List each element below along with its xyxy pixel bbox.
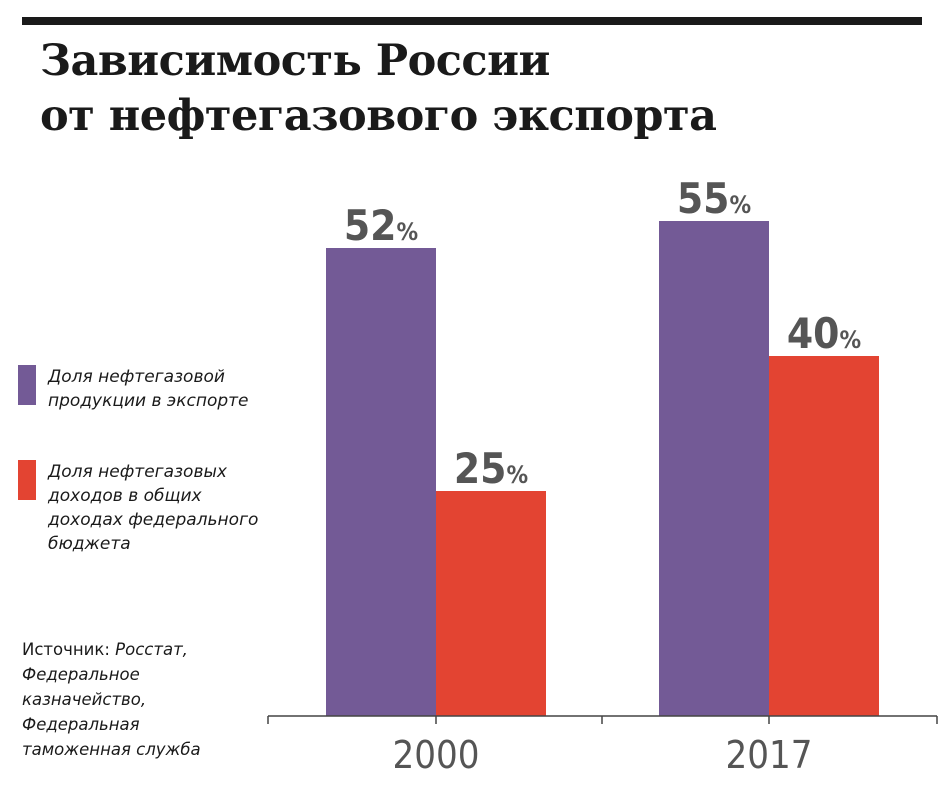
- value-suffix: %: [396, 218, 418, 246]
- bars-layer: [326, 221, 879, 716]
- value-suffix: %: [729, 191, 751, 219]
- source-item: Федеральное: [22, 665, 140, 684]
- x-axis: 2000 2017: [267, 715, 938, 777]
- legend-label-line: Доля нефтегазовой: [48, 367, 225, 387]
- legend-label-line: Доля нефтегазовых: [48, 462, 227, 482]
- bar-export-share-2000: [326, 248, 436, 716]
- legend-swatch-export-share: [18, 365, 36, 405]
- value-label: 25%: [454, 444, 528, 493]
- x-tick-label: 2017: [726, 733, 813, 777]
- value-suffix: %: [506, 461, 528, 489]
- value-number: 25: [454, 444, 507, 493]
- value-suffix: %: [839, 326, 861, 354]
- source-item: казначейство,: [22, 690, 147, 709]
- bar-budget-share-2000: [436, 491, 546, 716]
- value-number: 55: [677, 174, 730, 223]
- legend-label-line: доходов в общих: [48, 486, 202, 506]
- bar-budget-share-2017: [769, 356, 879, 716]
- value-label: 52%: [344, 201, 418, 250]
- top-rule: [22, 17, 922, 25]
- legend-label-line: доходах федерального: [48, 510, 259, 530]
- legend-label-export-share: Доля нефтегазовой продукции в экспорте: [48, 365, 308, 413]
- x-tick-label: 2000: [393, 733, 480, 777]
- source-item: таможенная служба: [22, 740, 201, 759]
- legend-label-budget-share: Доля нефтегазовых доходов в общих дохода…: [48, 460, 308, 556]
- legend-swatch-budget-share: [18, 460, 36, 500]
- source-item: Росстат,: [115, 640, 188, 659]
- value-label: 55%: [677, 174, 751, 223]
- value-labels-layer: 52%55%25%40%: [344, 174, 861, 493]
- source-line: Источник: Росстат,: [22, 637, 272, 662]
- value-label: 40%: [787, 309, 861, 358]
- source-item: Федеральная: [22, 715, 140, 734]
- legend-label-line: продукции в экспорте: [48, 391, 249, 411]
- bar-export-share-2017: [659, 221, 769, 716]
- value-number: 40: [787, 309, 840, 358]
- legend-label-line: бюджета: [48, 534, 131, 554]
- chart-title: Зависимость России от нефтегазового эксп…: [40, 34, 717, 144]
- value-number: 52: [344, 201, 397, 250]
- chart-title-line-1: Зависимость России: [40, 36, 550, 86]
- source-prefix: Источник:: [22, 640, 110, 659]
- source-note: Источник: Росстат, Федеральное казначейс…: [22, 637, 272, 762]
- chart-title-line-2: от нефтегазового экспорта: [40, 91, 717, 141]
